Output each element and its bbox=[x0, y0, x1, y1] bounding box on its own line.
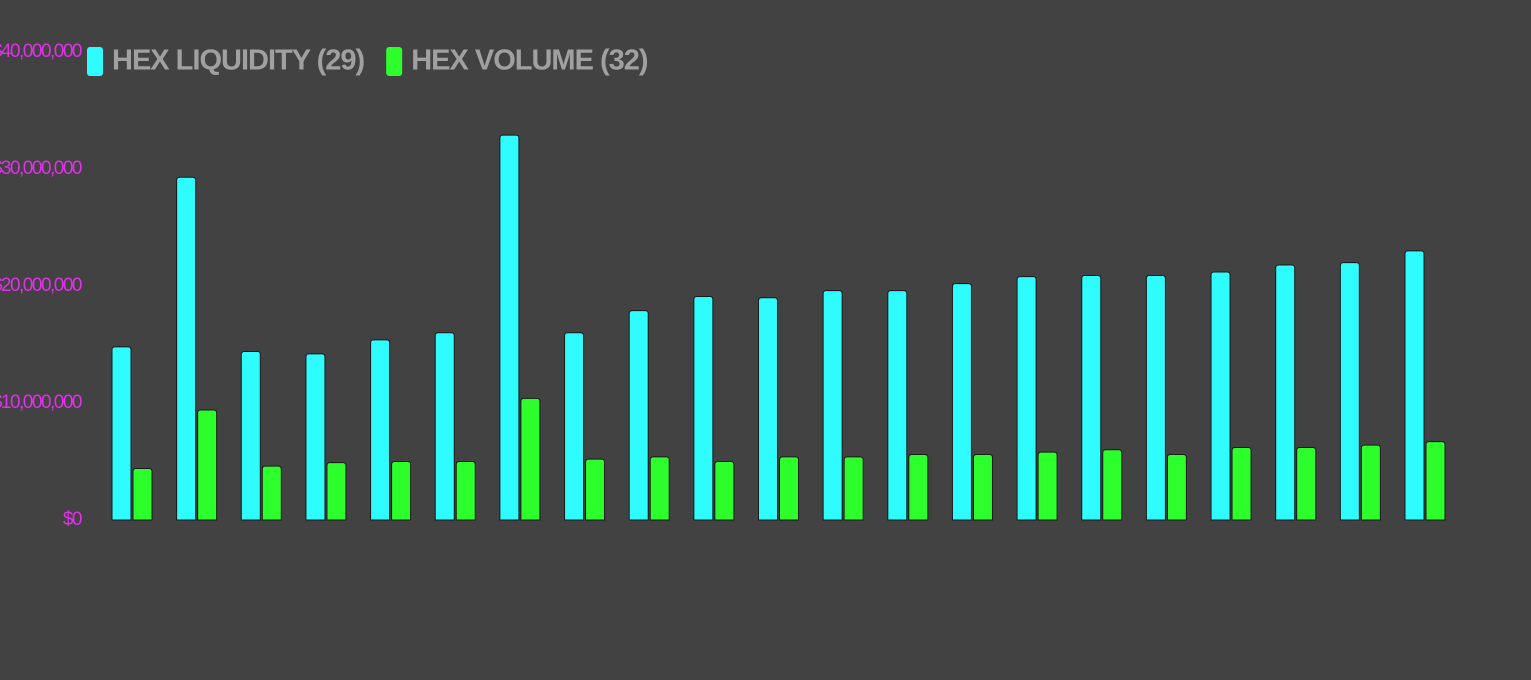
bar bbox=[434, 332, 455, 521]
bar bbox=[649, 456, 670, 521]
bar bbox=[843, 456, 864, 521]
bar bbox=[197, 409, 218, 521]
bar bbox=[132, 468, 153, 521]
bar bbox=[951, 283, 972, 521]
bar bbox=[391, 461, 412, 521]
bar bbox=[176, 176, 197, 521]
bar bbox=[240, 351, 261, 521]
bar bbox=[1016, 276, 1037, 521]
bar bbox=[455, 461, 476, 521]
bar bbox=[261, 465, 282, 521]
bar bbox=[758, 297, 778, 521]
bar bbox=[714, 461, 735, 521]
bar bbox=[1231, 446, 1252, 521]
bar bbox=[1166, 453, 1187, 521]
y-tick-label: $10,000,000 bbox=[0, 392, 82, 413]
bar bbox=[499, 134, 520, 521]
bar bbox=[1404, 250, 1425, 521]
bar bbox=[1425, 441, 1446, 521]
bar bbox=[887, 290, 908, 521]
legend-swatch bbox=[87, 47, 103, 76]
y-tick-label: $40,000,000 bbox=[0, 41, 82, 62]
bar bbox=[370, 339, 391, 521]
bar bbox=[779, 456, 799, 521]
y-tick-label: $0 bbox=[63, 509, 82, 530]
bar bbox=[1102, 449, 1123, 521]
bar bbox=[1275, 264, 1296, 521]
bar bbox=[564, 332, 585, 521]
bar bbox=[1360, 444, 1381, 521]
legend-swatch bbox=[386, 47, 403, 76]
bar bbox=[585, 458, 606, 521]
bar bbox=[111, 346, 132, 521]
bar bbox=[1081, 274, 1102, 521]
bar bbox=[520, 397, 541, 521]
bar bbox=[822, 290, 843, 521]
legend-label: HEX LIQUIDITY (29) bbox=[112, 45, 365, 77]
bar bbox=[972, 453, 993, 521]
y-tick-label: $20,000,000 bbox=[0, 275, 82, 296]
bar bbox=[908, 453, 929, 521]
bar bbox=[326, 462, 347, 521]
bar bbox=[693, 296, 714, 521]
y-tick-label: $30,000,000 bbox=[0, 158, 82, 179]
legend-label: HEX VOLUME (32) bbox=[411, 45, 648, 77]
bar bbox=[1210, 271, 1231, 521]
bar bbox=[305, 353, 326, 521]
bar bbox=[628, 310, 649, 521]
bar bbox=[1145, 274, 1166, 521]
bar bbox=[1296, 446, 1317, 521]
bar bbox=[1339, 262, 1360, 521]
bar bbox=[1037, 451, 1058, 521]
